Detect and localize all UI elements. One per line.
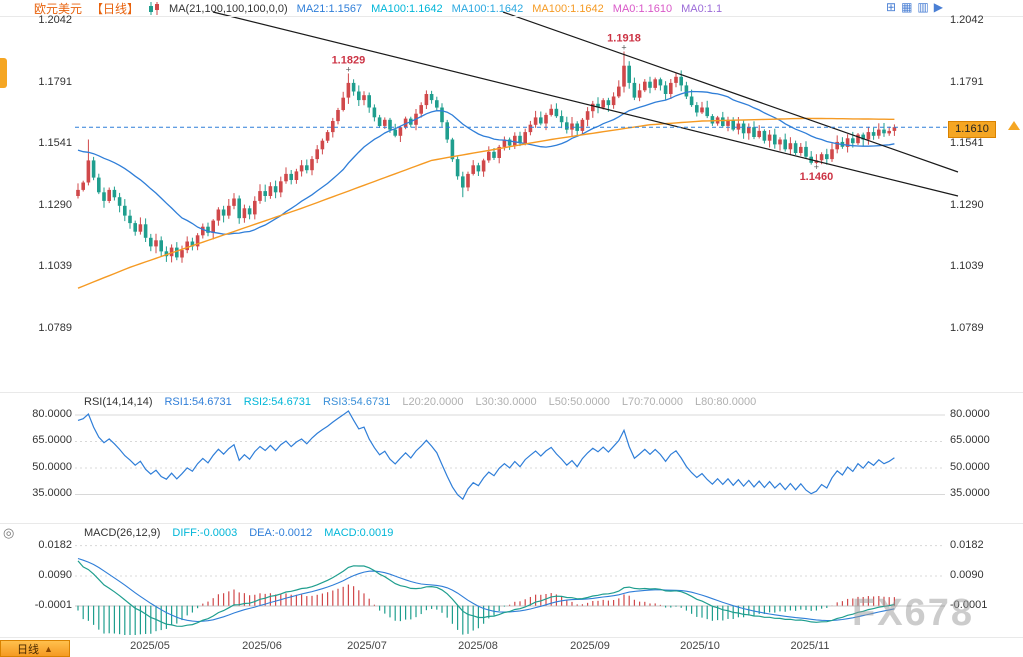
rsi-level-l80: L80:80.0000 [695,396,757,408]
rsi1-value: RSI1:54.6731 [164,396,232,408]
candlestick-icon[interactable] [148,2,160,15]
ma-params-label: MA(21,100,100,100,0,0) [169,2,288,15]
x-tick: 2025/07 [347,640,387,652]
rsi-tick: 65.0000 [950,434,990,446]
svg-text:+: + [814,162,819,172]
rsi-level-l20: L20:20.0000 [402,396,464,408]
left-edge-tab[interactable] [0,58,7,88]
price-tick: 1.1791 [38,76,72,88]
macd-tick: 0.0090 [950,569,984,581]
price-tick: 1.1791 [950,76,984,88]
rsi-panel-divider [0,392,1023,393]
macd-tick: 0.0090 [38,569,72,581]
macd-title: MACD(26,12,9) [84,527,161,539]
rsi-legend: RSI(14,14,14) RSI1:54.6731 RSI2:54.6731 … [84,396,756,408]
macd-legend: MACD(26,12,9) DIFF:-0.0003 DEA:-0.0012 M… [84,527,393,539]
rsi-tick: 35.0000 [950,487,990,499]
x-tick: 2025/08 [458,640,498,652]
chart-toolbar: ⊞ ▦ ▥ ▶ [886,0,943,14]
page-title: 欧元美元 [34,2,83,16]
play-icon[interactable]: ▶ [933,0,943,14]
rsi-level-l30: L30:30.0000 [475,396,537,408]
price-marker-arrow[interactable] [1008,121,1020,130]
macd-diff-value: DIFF:-0.0003 [172,527,238,539]
x-tick: 2025/05 [130,640,170,652]
price-tick: 1.1039 [950,260,984,272]
indicator-settings-icon[interactable]: ◎ [3,525,15,540]
x-tick: 2025/09 [570,640,610,652]
svg-text:1.1918: 1.1918 [607,32,641,44]
price-tick: 1.2042 [950,14,984,26]
rsi-tick: 80.0000 [32,408,72,420]
price-tick: 1.1541 [950,137,984,149]
rsi-tick: 35.0000 [32,487,72,499]
header: 欧元美元 【日线】 MA(21,100,100,100,0,0) MA21:1.… [34,1,722,16]
period-tag: 【日线】 [91,2,140,16]
x-tick: 2025/10 [680,640,720,652]
rsi-level-l50: L50:50.0000 [548,396,610,408]
rsi2-value: RSI2:54.6731 [243,396,312,408]
svg-text:+: + [346,64,351,74]
svg-text:1.1829: 1.1829 [332,54,366,66]
macd-tick: 0.0182 [950,539,984,551]
ma0-legend-1: MA0:1.1610 [612,2,673,15]
price-tick: 1.1039 [38,260,72,272]
svg-text:+: + [621,42,626,52]
x-tick: 2025/06 [242,640,282,652]
rsi-tick: 65.0000 [32,434,72,446]
price-tick: 1.1541 [38,137,72,149]
period-button-label: 日线 [17,643,40,656]
chevron-up-icon: ▲ [44,643,53,654]
period-button[interactable]: 日线 ▲ [0,640,70,657]
rsi-tick: 50.0000 [32,461,72,473]
price-tick: 1.1290 [950,199,984,211]
rsi-title: RSI(14,14,14) [84,396,153,408]
svg-text:1.1460: 1.1460 [800,171,834,183]
macd-tick: 0.0182 [38,539,72,551]
ma100-legend-1: MA100:1.1642 [371,2,443,15]
rsi-tick: 80.0000 [950,408,990,420]
x-tick: 2025/11 [790,640,830,652]
macd-tick: -0.0001 [950,599,988,611]
rsi-level-l70: L70:70.0000 [621,396,684,408]
grid-layout-icon[interactable]: ⊞ [886,0,897,14]
header-divider [0,16,1023,17]
list-layout-icon[interactable]: ▥ [917,0,929,14]
macd-tick: -0.0001 [34,599,72,611]
rsi-tick: 50.0000 [950,461,990,473]
price-tick: 1.0789 [950,322,984,334]
rsi3-value: RSI3:54.6731 [323,396,391,408]
quad-layout-icon[interactable]: ▦ [901,0,913,14]
ma21-legend: MA21:1.1567 [296,2,363,15]
price-tick: 1.0789 [38,322,72,334]
watermark: FX678 [852,592,974,634]
macd-hist-value: MACD:0.0019 [324,527,394,539]
ma100-legend-3: MA100:1.1642 [532,2,604,15]
xaxis-divider [0,637,1023,638]
ma0-legend-2: MA0:1.1 [681,2,723,15]
macd-dea-value: DEA:-0.0012 [249,527,313,539]
ma100-legend-2: MA100:1.1642 [451,2,524,15]
price-tick: 1.2042 [38,14,72,26]
price-tick: 1.1290 [38,199,72,211]
current-price-tag: 1.1610 [948,121,996,138]
macd-panel-divider [0,523,1023,524]
